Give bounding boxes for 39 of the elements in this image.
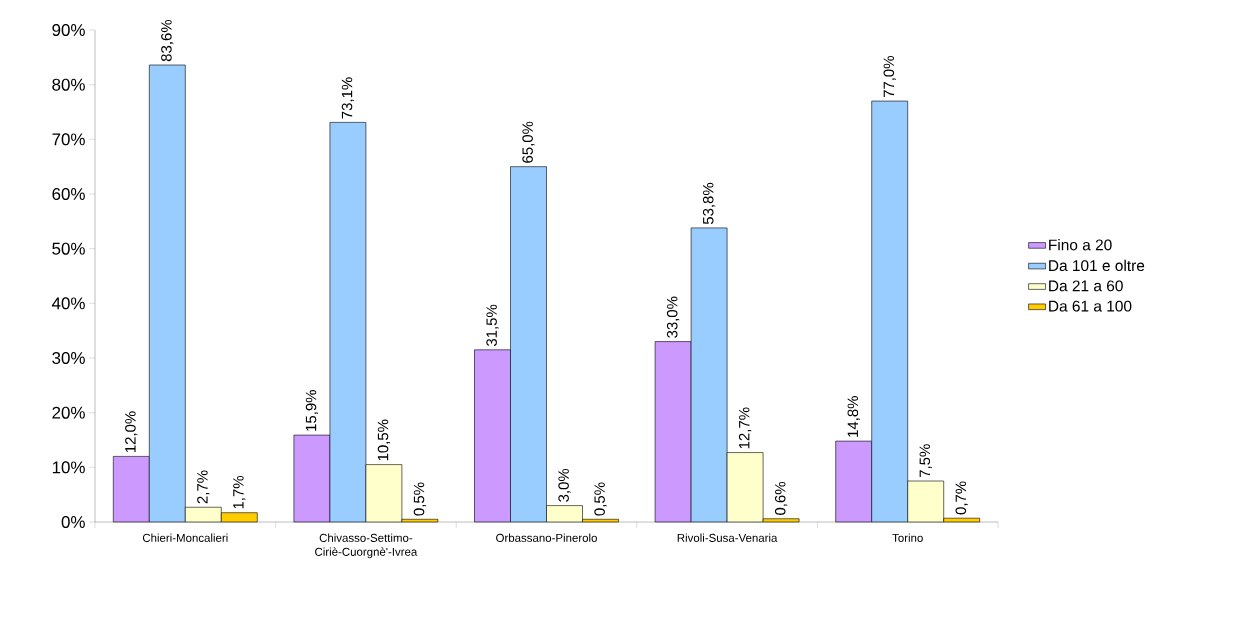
data-label: 0,5%: [594, 482, 607, 516]
x-tick-label: Rivoli-Susa-Venaria: [677, 533, 778, 542]
data-label: 15,9%: [305, 390, 319, 431]
x-tick-label: Torino: [892, 533, 923, 542]
y-tick-label: 60%: [52, 188, 85, 200]
legend-label: Da 101 e oltre: [1049, 259, 1145, 272]
x-tick-label: Orbassano-Pinerolo: [496, 533, 597, 542]
data-label: 1,7%: [233, 475, 246, 509]
legend-label: Da 21 a 60: [1049, 280, 1123, 292]
data-label: 31,5%: [486, 304, 499, 347]
data-label: 7,5%: [919, 444, 932, 478]
data-label: 0,7%: [955, 481, 968, 515]
data-label: 10,5%: [377, 419, 391, 461]
y-tick-label: 80%: [52, 78, 85, 91]
x-tick-label: Chieri-Moncalieri: [142, 533, 228, 542]
data-label: 83,6%: [161, 19, 174, 62]
legend-label: Fino a 20: [1049, 239, 1112, 251]
data-label: 33,0%: [666, 296, 680, 338]
y-tick-label: 20%: [52, 406, 85, 419]
y-tick-label: 0%: [61, 516, 85, 528]
x-tick-label: Chivasso-Settimo-Ciriè-Cuorgnè'-Ivrea: [315, 533, 418, 559]
data-label: 12,7%: [738, 407, 752, 449]
data-label: 73,1%: [341, 77, 355, 119]
data-label: 53,8%: [702, 182, 716, 225]
data-label: 3,0%: [558, 468, 571, 502]
y-tick-label: 30%: [52, 352, 85, 364]
data-label: 12,0%: [125, 411, 138, 453]
data-label: 0,5%: [413, 482, 427, 516]
y-tick-label: 70%: [52, 133, 85, 146]
data-label: 77,0%: [883, 56, 896, 98]
legend-label: Da 61 a 100: [1049, 300, 1132, 312]
y-tick-label: 50%: [52, 242, 85, 255]
y-tick-label: 10%: [52, 461, 85, 474]
data-label: 65,0%: [522, 121, 535, 163]
y-tick-label: 40%: [51, 297, 85, 310]
data-label: 14,8%: [847, 396, 860, 437]
y-tick-label: 90%: [52, 24, 85, 36]
data-label: 2,7%: [197, 470, 210, 504]
data-label: 0,6%: [774, 482, 788, 515]
